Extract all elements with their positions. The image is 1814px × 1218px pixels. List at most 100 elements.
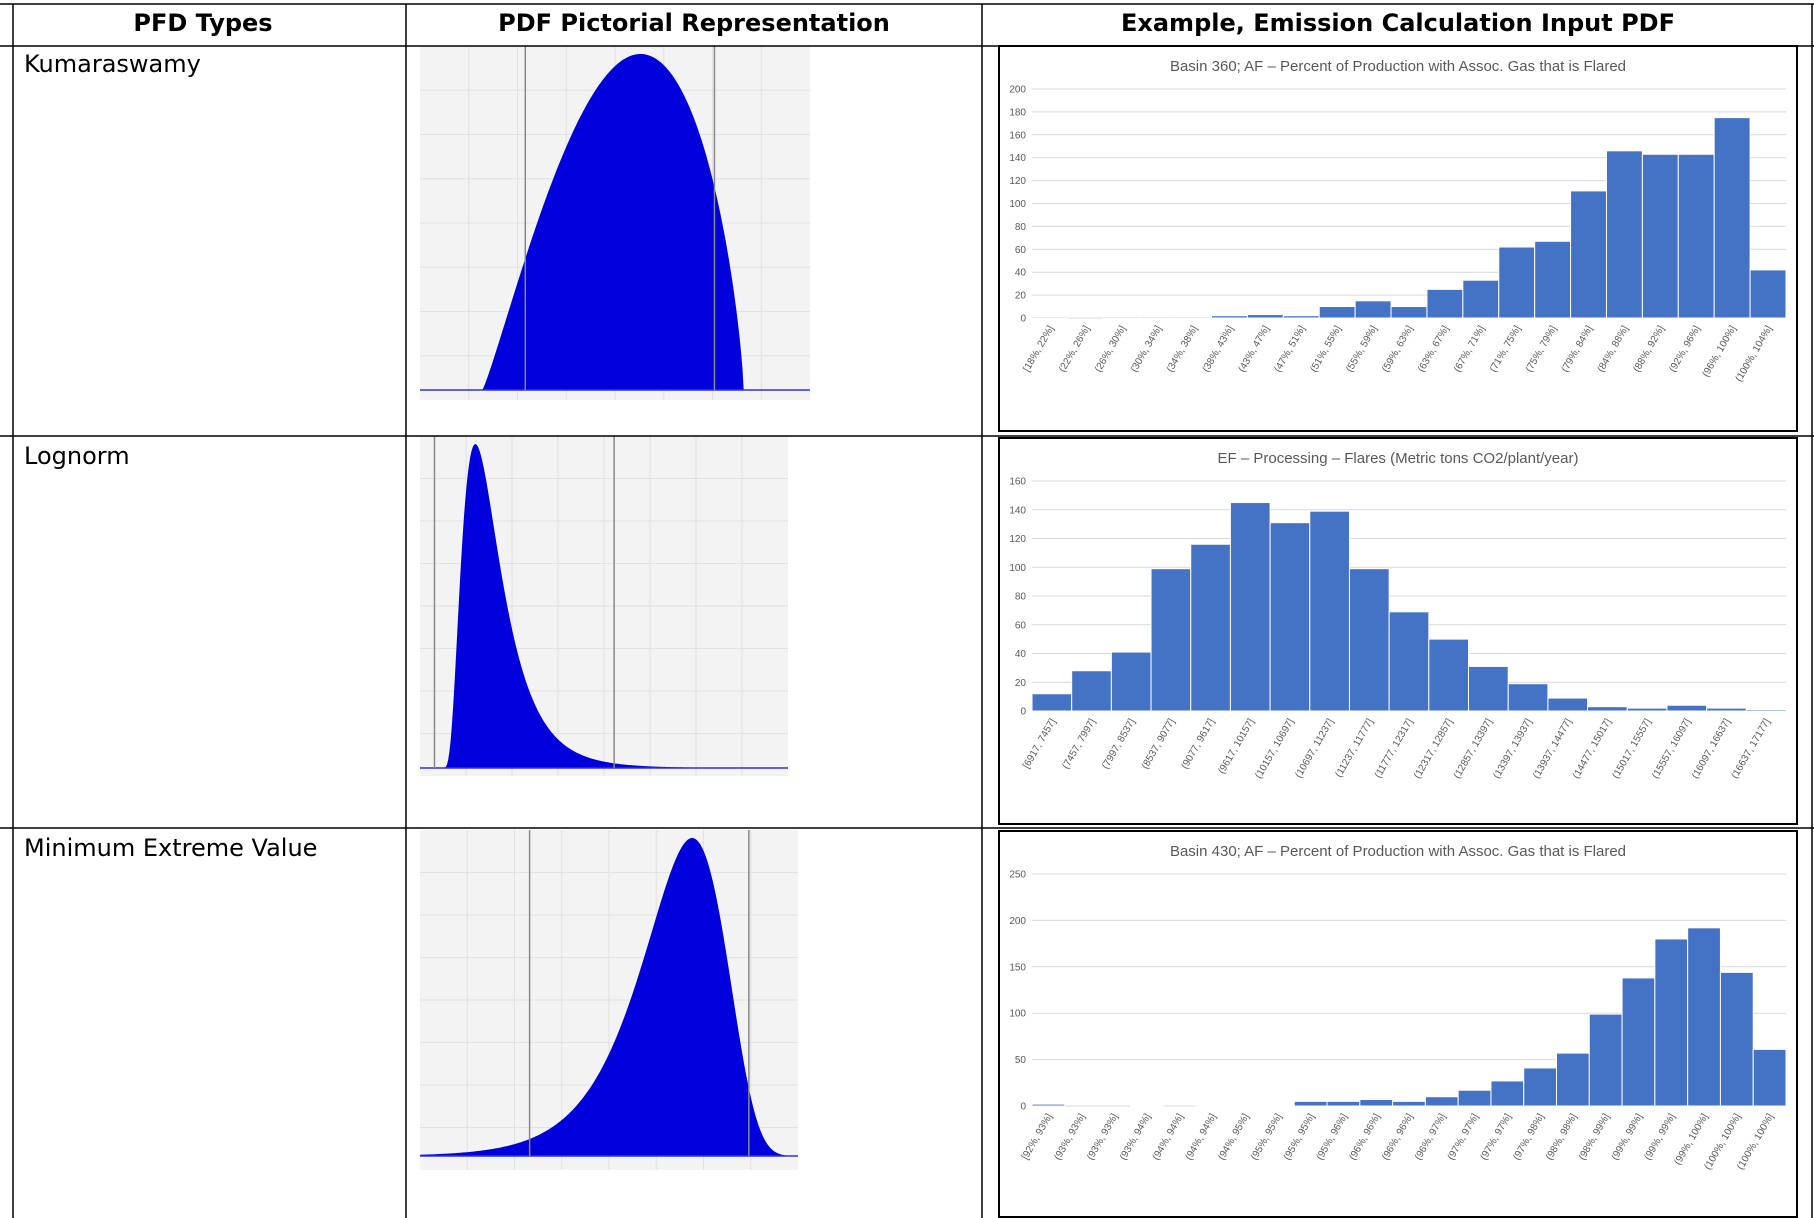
x-tick-label: (63%, 67%] [1416,324,1451,374]
histogram-bar [1534,240,1572,319]
histogram-bar [1462,279,1500,319]
histogram-bar [1031,1103,1066,1107]
x-tick-label: (93%, 94%] [1118,1112,1153,1162]
x-tick-label: (97%, 97%] [1446,1112,1481,1162]
x-tick-label: (99%, 100%] [1672,1112,1710,1167]
x-tick-label: (96%, 96%] [1347,1112,1382,1162]
chart-title: EF – Processing – Flares (Metric tons CO… [1218,450,1579,467]
y-tick-label: 150 [1009,962,1026,973]
x-tick-label: (94%, 95%] [1216,1112,1251,1162]
x-tick-label: (79%, 84%] [1560,324,1595,374]
pictorial-minimum-extreme-value [420,830,798,1170]
histogram-bar [1139,316,1177,319]
pictorial-lognorm [420,436,788,776]
y-tick-label: 120 [1009,534,1026,545]
y-tick-label: 100 [1009,1009,1026,1020]
histogram-bar [1269,522,1311,712]
y-tick-label: 160 [1009,130,1026,141]
histogram-bar [1031,316,1069,319]
x-tick-label: (96%, 100%] [1701,324,1739,379]
lognormal-icon [420,436,788,776]
density-area [420,444,788,768]
y-tick-label: 50 [1015,1055,1027,1066]
chart-title: Basin 360; AF – Percent of Production wi… [1170,58,1626,75]
histogram-bar [1175,316,1213,319]
x-tick-label: (95%, 96%] [1315,1112,1350,1162]
x-tick-label: (95%, 95%] [1282,1112,1317,1162]
histogram-bar [1190,543,1231,712]
histogram-bar [1507,683,1549,712]
x-tick-label: (16637, 17177] [1730,717,1773,781]
histogram-bar [1031,693,1073,712]
histogram-bar [1605,150,1643,319]
header-example: Example, Emission Calculation Input PDF [1120,9,1675,37]
x-tick-label: (38%, 43%] [1201,324,1236,374]
histogram-bar [1071,670,1112,712]
y-tick-label: 140 [1009,505,1026,516]
y-tick-label: 120 [1009,176,1026,187]
y-tick-label: 0 [1020,314,1026,325]
histogram-basin-360: Basin 360; AF – Percent of Production wi… [1009,58,1787,384]
histogram-basin-430: Basin 430; AF – Percent of Production wi… [1009,843,1787,1172]
y-tick-label: 40 [1015,649,1027,660]
y-tick-label: 0 [1020,707,1026,718]
x-tick-label: (94%, 94%] [1184,1112,1219,1162]
x-tick-label: (88%, 92%] [1632,324,1667,374]
histogram-bar [1666,704,1708,712]
x-tick-label: (97%, 97%] [1479,1112,1514,1162]
x-tick-label: (99%, 99%] [1642,1112,1677,1162]
histogram-bar [1468,665,1509,712]
histogram-bar [1621,977,1656,1107]
histogram-bar [1570,190,1607,319]
histogram-bar [1556,1052,1590,1107]
histogram-bar [1129,1104,1164,1107]
histogram-bar [1687,927,1721,1107]
histogram-bar [1426,288,1464,319]
x-tick-label: (30%, 34%] [1129,324,1164,374]
x-tick-label: (12317, 12857] [1412,717,1455,781]
chart-frame-basin-430: Basin 430; AF – Percent of Production wi… [998,830,1798,1218]
x-tick-label: (15557, 16097] [1650,717,1693,781]
x-tick-label: (8537, 9077] [1140,717,1178,771]
histogram-bar [1110,651,1152,712]
histogram-bar [1587,706,1628,712]
x-tick-label: (10697, 11237] [1293,717,1336,780]
histogram-bar [1326,1100,1361,1107]
y-tick-label: 140 [1009,153,1026,164]
y-tick-label: 250 [1009,870,1026,881]
histogram-bar [1428,638,1470,712]
x-tick-label: (11777, 12317] [1373,717,1416,780]
histogram-bar [1457,1089,1492,1107]
x-tick-label: [92%, 93%] [1020,1112,1055,1162]
y-tick-label: 180 [1009,107,1026,118]
x-tick-label: (26%, 30%] [1093,324,1128,374]
x-tick-label: [6917, 7457] [1021,717,1058,771]
y-tick-label: 80 [1015,592,1027,603]
histogram-bar [1523,1067,1558,1107]
histogram-bar [1588,1013,1623,1107]
x-tick-label: (95%, 95%] [1249,1112,1284,1162]
x-tick-label: (100%, 104%] [1734,324,1775,384]
y-tick-label: 160 [1009,477,1026,488]
chart-title: Basin 430; AF – Percent of Production wi… [1170,843,1626,860]
x-tick-label: (9617, 10157] [1216,717,1256,776]
histogram-bar [1745,709,1787,712]
histogram-bar [1388,611,1430,712]
chart-frame-basin-360: Basin 360; AF – Percent of Production wi… [998,45,1798,432]
histogram-ef-processing-flares: EF – Processing – Flares (Metric tons CO… [1009,450,1787,781]
x-tick-label: [18%, 22%] [1021,324,1056,374]
histogram-bar [1103,316,1141,319]
histogram-bar [1641,153,1679,319]
y-tick-label: 20 [1015,291,1027,302]
x-tick-label: (43%, 47%] [1237,324,1272,374]
chart-frame-ef-processing-flares: EF – Processing – Flares (Metric tons CO… [998,437,1798,825]
x-tick-label: (7997, 8537] [1100,717,1138,771]
x-tick-label: (71%, 75%] [1488,324,1523,374]
x-tick-label: (99%, 99%] [1610,1112,1645,1162]
histogram-bar [1246,314,1284,319]
histogram-bar [1498,246,1536,319]
row-label-minimum-extreme-value: Minimum Extreme Value [24,834,318,862]
x-tick-label: (14477, 15017] [1571,717,1614,781]
histogram-bar [1713,117,1751,319]
kumaraswamy-icon [420,46,810,400]
